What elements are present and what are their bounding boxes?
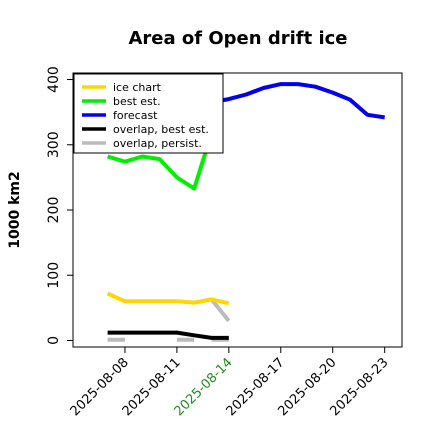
series-line-overlap-best-est <box>107 330 229 340</box>
legend-label-best-est: best est. <box>113 95 161 108</box>
y-tick-label: 100 <box>46 262 62 289</box>
y-tick-label: 0 <box>46 336 62 345</box>
y-tick-label: 200 <box>46 197 62 224</box>
series-group <box>106 82 385 342</box>
legend-label-forecast: forecast <box>113 109 158 122</box>
series-line-overlap-persist <box>209 298 231 323</box>
chart-title: Area of Open drift ice <box>128 28 347 49</box>
y-tick-label: 400 <box>46 66 62 93</box>
series-line-ice-chart <box>106 291 230 306</box>
legend-label-overlap-persist: overlap, persist. <box>113 137 202 150</box>
y-axis-label: 1000 km2 <box>7 171 23 248</box>
legend-label-overlap-best-est: overlap, best est. <box>113 123 209 136</box>
series-line-best-est <box>107 99 224 191</box>
legend-label-ice-chart: ice chart <box>113 81 162 94</box>
series-line-forecast <box>221 82 385 120</box>
y-tick-label: 300 <box>46 131 62 158</box>
